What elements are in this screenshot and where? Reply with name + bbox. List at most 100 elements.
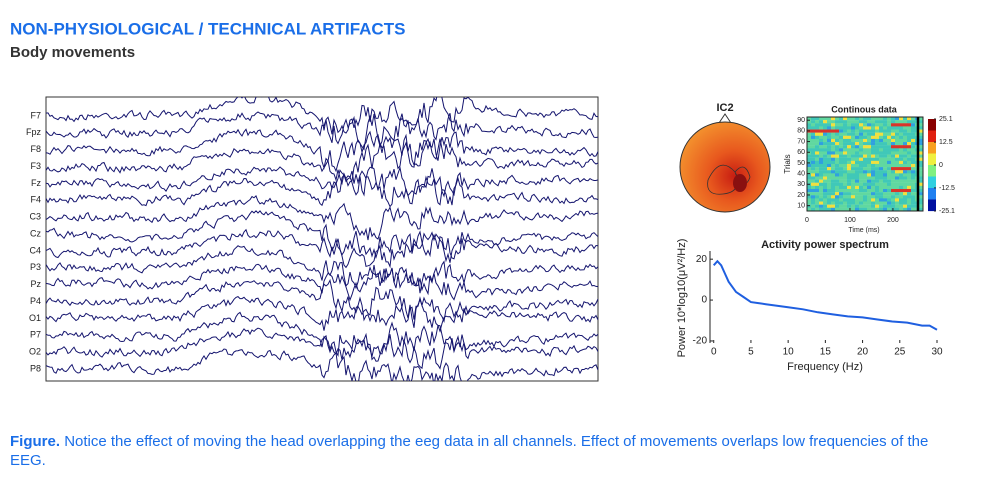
heat-cell — [811, 142, 816, 146]
heat-cell — [835, 185, 840, 190]
heat-cell — [843, 123, 848, 127]
heat-cell — [875, 207, 880, 212]
heat-cell — [815, 129, 820, 133]
caption-label: Figure. — [10, 433, 61, 450]
heat-cell — [907, 201, 912, 205]
heat-cell — [899, 154, 904, 158]
heat-cell — [863, 173, 868, 177]
heat-cell — [815, 188, 820, 193]
heat-cell — [839, 195, 844, 199]
heat-cell — [907, 151, 912, 155]
heat-cell — [887, 120, 892, 124]
heat-cell — [823, 135, 828, 140]
heat-cell — [899, 204, 904, 208]
heat-cell — [831, 185, 836, 190]
heat-cell — [867, 198, 872, 202]
heat-cell — [855, 163, 860, 168]
heat-cell — [835, 173, 840, 177]
heat-cell — [823, 173, 828, 177]
heat-cell — [919, 120, 924, 124]
heat-cell — [823, 198, 828, 202]
heat-cell — [875, 167, 880, 171]
heat-cell — [855, 120, 860, 124]
heat-cell — [843, 170, 848, 174]
heat-cell — [879, 129, 884, 133]
heat-cell — [807, 204, 812, 208]
heat-cell — [883, 176, 888, 180]
heat-cell — [867, 135, 872, 140]
heat-cell — [807, 157, 812, 161]
heat-cell — [823, 142, 828, 146]
heat-cell — [871, 129, 876, 133]
heat-cell — [851, 145, 856, 149]
heat-cell — [899, 160, 904, 165]
heat-cell — [831, 129, 836, 133]
heat-cell — [871, 204, 876, 208]
x-tick-label: 100 — [844, 217, 856, 224]
heat-cell — [831, 192, 836, 196]
heat-cell — [847, 126, 852, 130]
heat-cell — [895, 132, 900, 136]
heat-cell — [903, 151, 908, 155]
heat-cell — [887, 154, 892, 158]
y-tick-label: -20 — [693, 336, 708, 347]
heat-cell — [835, 198, 840, 202]
heat-cell — [831, 145, 836, 149]
heat-cell — [835, 145, 840, 149]
heat-cell — [835, 117, 840, 121]
heat-cell — [855, 195, 860, 199]
heat-cell — [867, 185, 872, 190]
topomap-title: IC2 — [716, 102, 733, 114]
heat-cell — [851, 129, 856, 133]
heat-cell — [911, 188, 916, 193]
heat-cell — [891, 163, 896, 168]
heat-cell — [823, 157, 828, 161]
heat-cell — [807, 135, 812, 140]
heat-cell — [895, 117, 900, 121]
heat-cell — [899, 120, 904, 124]
heat-cell — [907, 179, 912, 183]
heat-cell — [819, 129, 824, 133]
heat-cell — [919, 204, 924, 208]
heat-cell — [879, 195, 884, 199]
heat-cell — [835, 135, 840, 140]
heat-cell — [879, 204, 884, 208]
heat-cell — [811, 170, 816, 174]
heat-cell — [903, 148, 908, 152]
heat-cell — [899, 151, 904, 155]
heat-cell — [919, 148, 924, 152]
heat-cell — [827, 201, 832, 205]
eeg-trace — [46, 311, 598, 359]
heat-cell — [807, 167, 812, 171]
heat-cell — [887, 160, 892, 165]
heat-cell — [883, 167, 888, 171]
heat-cell — [907, 142, 912, 146]
heat-cell — [843, 148, 848, 152]
heat-cell — [811, 176, 816, 180]
heat-cell — [891, 173, 896, 177]
heat-cell — [839, 120, 844, 124]
heat-cell — [907, 148, 912, 152]
heat-cell — [847, 142, 852, 146]
heat-cell — [863, 132, 868, 136]
heat-cell — [847, 170, 852, 174]
heat-cell — [883, 132, 888, 136]
heat-cell — [855, 179, 860, 183]
heat-cell — [807, 170, 812, 174]
heat-cell — [911, 117, 916, 121]
heat-cell — [847, 188, 852, 193]
heat-cell — [919, 123, 924, 127]
heat-cell — [843, 129, 848, 133]
eeg-trace — [46, 165, 598, 198]
heat-cell — [879, 192, 884, 196]
heat-cell — [863, 201, 868, 205]
heat-cell — [887, 176, 892, 180]
heat-cell — [879, 201, 884, 205]
heat-cell — [907, 204, 912, 208]
heat-cell — [863, 135, 868, 140]
heat-cell — [843, 135, 848, 140]
eeg-trace — [46, 195, 598, 241]
eeg-trace — [46, 228, 598, 269]
heat-cell — [895, 126, 900, 130]
